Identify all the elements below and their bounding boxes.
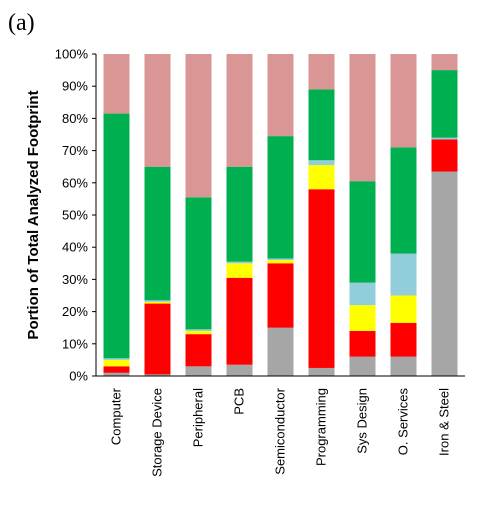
bar-segment xyxy=(226,263,253,278)
x-tick-label: O. Services xyxy=(396,388,411,456)
bar-segment xyxy=(144,374,171,376)
y-tick-label: 0% xyxy=(69,369,88,384)
x-tick-label: Storage Device xyxy=(150,388,165,477)
bar-segment xyxy=(308,54,335,90)
y-tick-label: 90% xyxy=(62,79,88,94)
bar-segment xyxy=(349,54,376,182)
bar-segment xyxy=(144,300,171,302)
bar-segment xyxy=(226,277,253,365)
x-tick-label: Semiconductor xyxy=(273,387,288,474)
bar-segment xyxy=(308,367,335,376)
panel-label: (a) xyxy=(8,10,35,36)
bar-segment xyxy=(144,301,171,304)
bar-segment xyxy=(390,147,417,254)
axes xyxy=(95,54,465,377)
y-tick-label: 80% xyxy=(62,111,88,126)
x-tick-label: Peripheral xyxy=(191,388,206,447)
bar-segment xyxy=(103,54,130,114)
bar-segment xyxy=(390,322,417,357)
bar-segment xyxy=(349,282,376,306)
y-tick-label: 100% xyxy=(55,47,89,62)
bar-segment xyxy=(144,166,171,301)
bar-segment xyxy=(226,166,253,262)
bar-segment xyxy=(349,305,376,331)
bar-segment xyxy=(349,356,376,376)
bar-segment xyxy=(267,136,294,259)
bar-segment xyxy=(144,54,171,167)
bar-segment xyxy=(349,330,376,357)
bar-segment xyxy=(185,197,212,330)
bar-segment xyxy=(267,263,294,328)
y-axis-ticks: 0% 10% 20% 30% 40% 50% 60% 70% 80% 90% 100% xyxy=(55,47,96,384)
category-labels: Computer Storage Device Peripheral PCB Semic… xyxy=(109,387,452,477)
y-tick-label: 10% xyxy=(62,336,88,351)
bar-segment xyxy=(267,327,294,376)
bar-segment xyxy=(103,366,130,373)
bar-segment xyxy=(349,181,376,283)
bar-segment xyxy=(144,303,171,375)
bar-segment xyxy=(185,366,212,376)
bar-segment xyxy=(431,139,458,172)
bar-segment xyxy=(390,356,417,376)
bar-segment xyxy=(103,358,130,360)
y-axis-label: Portion of Total Analyzed Footprint xyxy=(25,90,42,339)
bar-segment xyxy=(267,54,294,137)
bar-segment xyxy=(185,330,212,335)
y-tick-label: 20% xyxy=(62,304,88,319)
x-tick-label: Iron & Steel xyxy=(437,388,452,456)
bar-segment xyxy=(226,54,253,167)
bar-segment xyxy=(185,329,212,331)
bar-segment xyxy=(103,372,130,376)
bar-segment xyxy=(267,258,294,261)
x-tick-label: Sys Design xyxy=(355,388,370,454)
bar-segment xyxy=(308,189,335,368)
bar-segment xyxy=(267,260,294,264)
bar-segment xyxy=(431,137,458,140)
x-tick-label: Computer xyxy=(109,387,124,445)
bar-segment xyxy=(226,364,253,376)
bar-segment xyxy=(308,165,335,190)
bar-segment xyxy=(103,113,130,359)
y-tick-label: 60% xyxy=(62,175,88,190)
bar-segment xyxy=(431,54,458,71)
x-tick-label: PCB xyxy=(232,388,247,415)
bar-segment xyxy=(431,70,458,138)
bars xyxy=(103,54,458,376)
y-tick-label: 70% xyxy=(62,143,88,158)
y-tick-label: 40% xyxy=(62,240,88,255)
bar-segment xyxy=(308,160,335,166)
bar-segment xyxy=(308,89,335,161)
bar-segment xyxy=(431,171,458,376)
bar-segment xyxy=(185,54,212,198)
x-tick-label: Programming xyxy=(314,388,329,466)
bar-segment xyxy=(390,253,417,296)
y-tick-label: 30% xyxy=(62,272,88,287)
bar-segment xyxy=(390,295,417,323)
bar-segment xyxy=(185,334,212,367)
y-tick-label: 50% xyxy=(62,208,88,223)
bar-segment xyxy=(103,359,130,367)
bar-segment xyxy=(390,54,417,148)
bar-segment xyxy=(226,261,253,264)
